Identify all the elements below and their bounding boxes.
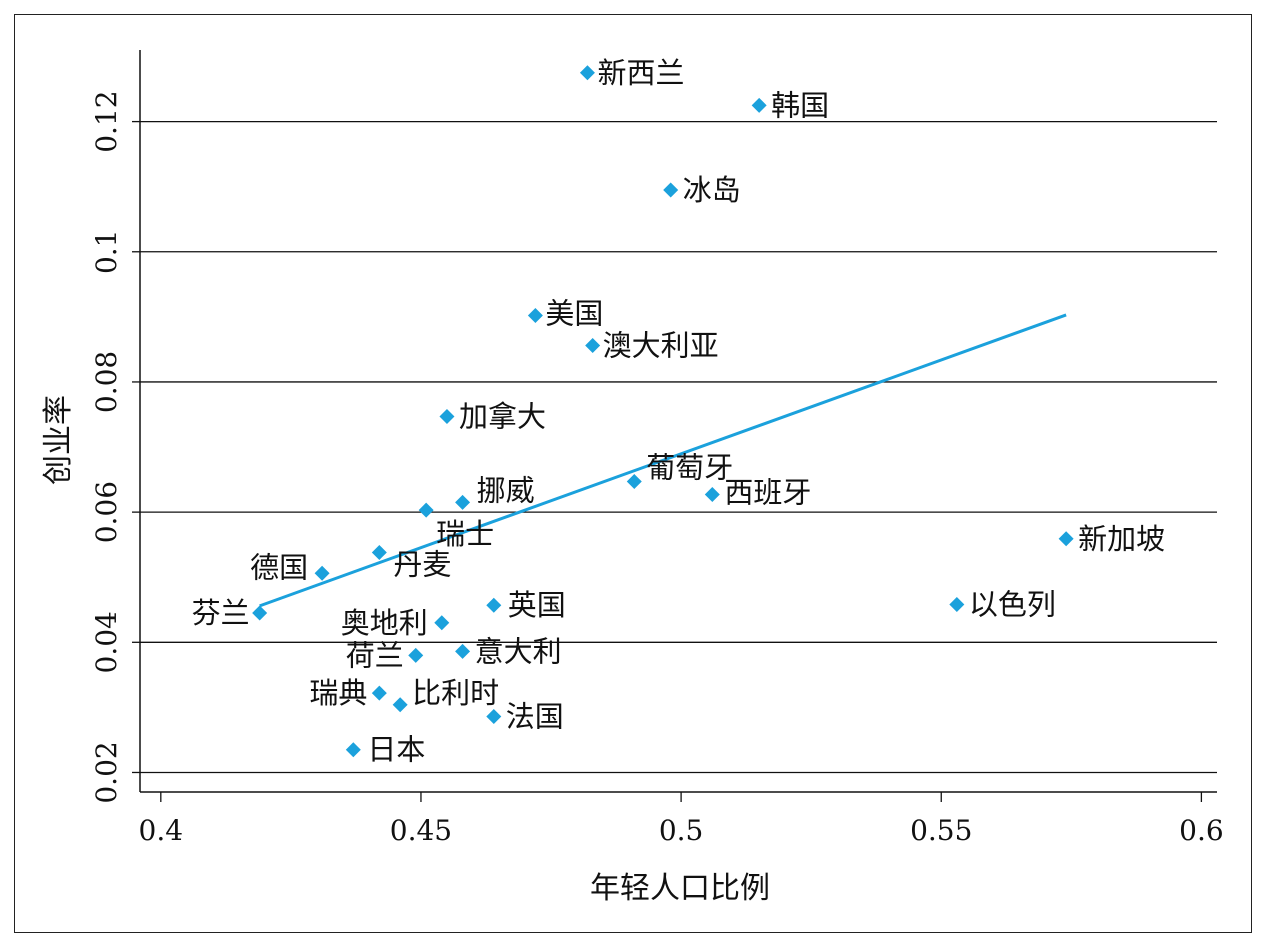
x-axis-title: 年轻人口比例 [590,871,770,906]
data-point-label: 葡萄牙 [646,451,733,485]
data-point-label: 意大利 [475,634,562,668]
x-tick-label: 0.55 [910,814,972,847]
y-tick-label: 0.02 [90,741,123,803]
data-point-label: 芬兰 [192,596,250,630]
data-point-marker [439,408,455,424]
data-point-label: 瑞士 [436,517,494,551]
data-point-marker [314,565,330,581]
x-tick-label: 0.5 [659,814,704,847]
x-tick-label: 0.6 [1179,814,1224,847]
data-point-marker [704,487,720,503]
data-point-marker [252,605,268,621]
trend-line-layer [259,313,1067,608]
x-tick-label: 0.4 [139,814,184,847]
data-point-marker [949,597,965,613]
y-axis-title: 创业率 [41,395,76,485]
y-tick-label: 0.1 [90,230,123,275]
data-point-label: 日本 [367,733,425,767]
data-point-marker [408,647,424,663]
axes: 0.02 0.04 0.06 0.08 0.1 0.12 0.4 0.45 0.5 0.55 0.6 [90,50,1224,847]
data-point-marker [455,643,471,659]
data-point-marker [434,615,450,631]
gridlines [140,120,1217,774]
data-point-label: 丹麦 [393,547,451,581]
data-point-label: 新加坡 [1078,522,1165,556]
data-point-label: 西班牙 [724,476,811,510]
trend-line [259,313,1067,608]
data-point-label: 比利时 [412,676,499,710]
data-point-label: 冰岛 [683,173,741,207]
data-point-marker [1058,531,1074,547]
data-point-marker [392,697,408,713]
y-tick-label: 0.06 [90,481,123,543]
data-point-marker [579,65,595,81]
y-tick-label: 0.12 [90,90,123,152]
data-point-label: 荷兰 [346,638,404,672]
data-point-marker [345,742,361,758]
data-point-label: 瑞典 [309,676,367,710]
y-tick-label: 0.08 [90,351,123,413]
data-point-marker [486,597,502,613]
data-point-marker [751,97,767,113]
data-point-marker [663,182,679,198]
data-point-label: 新西兰 [597,56,684,90]
data-point-label: 澳大利亚 [603,328,719,362]
data-points [252,65,1074,758]
data-point-marker [371,685,387,701]
data-point-marker [486,708,502,724]
data-point-marker [455,494,471,510]
chart-frame [14,14,1252,933]
data-point-label: 以色列 [969,588,1056,622]
data-point-label: 奥地利 [341,606,428,640]
data-point-label: 法国 [506,699,564,733]
data-point-marker [585,337,601,353]
y-tick-label: 0.04 [90,611,123,673]
data-point-label: 英国 [508,588,566,622]
data-point-label: 加拿大 [459,399,546,433]
x-tick-label: 0.45 [390,814,452,847]
data-point-label: 韩国 [771,88,829,122]
data-point-marker [418,502,434,518]
data-point-marker [527,308,543,324]
data-point-label: 挪威 [477,473,535,507]
data-point-label: 德国 [250,550,308,584]
data-point-marker [371,544,387,560]
data-point-label: 美国 [545,297,603,331]
data-point-marker [626,474,642,490]
